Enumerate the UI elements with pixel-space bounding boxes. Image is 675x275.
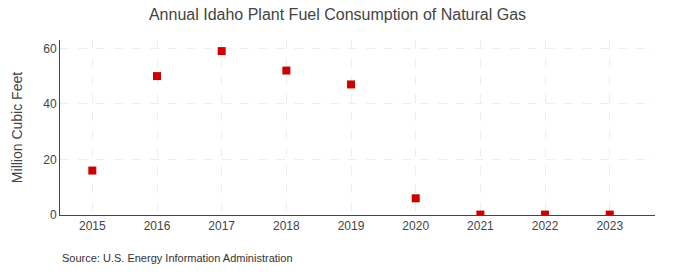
svg-text:2020: 2020 <box>402 219 429 233</box>
svg-text:2019: 2019 <box>338 219 365 233</box>
svg-text:2015: 2015 <box>79 219 106 233</box>
svg-text:0: 0 <box>50 208 57 222</box>
svg-text:40: 40 <box>43 97 57 111</box>
svg-text:Source: U.S. Energy Informatio: Source: U.S. Energy Information Administ… <box>62 252 293 264</box>
svg-text:2023: 2023 <box>596 219 623 233</box>
svg-text:60: 60 <box>43 42 57 56</box>
svg-text:20: 20 <box>43 153 57 167</box>
svg-text:2017: 2017 <box>208 219 235 233</box>
svg-text:Million Cubic Feet: Million Cubic Feet <box>9 72 25 183</box>
svg-text:2022: 2022 <box>532 219 559 233</box>
svg-text:2021: 2021 <box>467 219 494 233</box>
svg-text:2016: 2016 <box>144 219 171 233</box>
svg-text:2018: 2018 <box>273 219 300 233</box>
svg-text:Annual Idaho Plant Fuel Consum: Annual Idaho Plant Fuel Consumption of N… <box>149 6 526 23</box>
